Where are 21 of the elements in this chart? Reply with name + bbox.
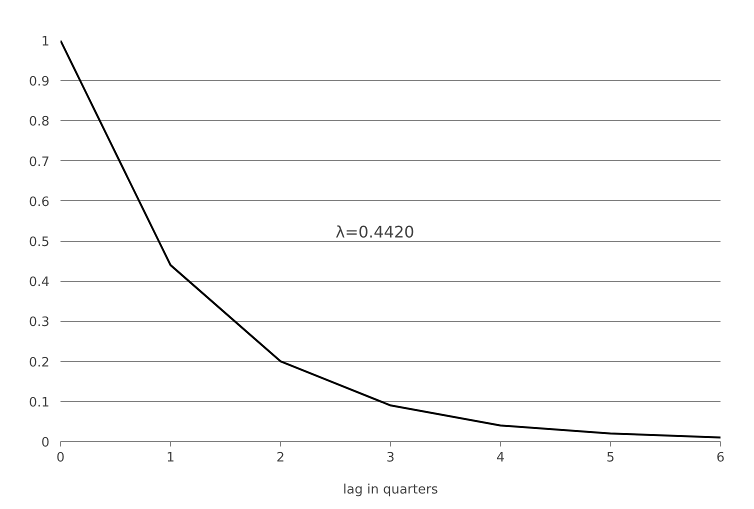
- x-tick-label: 5: [606, 450, 615, 466]
- y-tick-label: 0.7: [28, 154, 50, 170]
- x-tick-label: 3: [386, 450, 395, 466]
- x-tick-label: 0: [56, 450, 65, 466]
- x-tick-label: 4: [496, 450, 505, 466]
- y-tick-label: 0: [41, 436, 50, 450]
- y-tick-label: 0.9: [28, 74, 50, 90]
- y-tick-label: 0.8: [28, 114, 50, 130]
- y-tick-label: 0.4: [28, 275, 50, 290]
- y-tick-label: 0.2: [28, 355, 50, 370]
- y-tick-label: 0.5: [28, 235, 50, 250]
- annotation: λ=0.4420: [336, 222, 414, 242]
- x-tick-label: 2: [276, 450, 285, 466]
- x-tick-label: 6: [716, 450, 725, 466]
- y-tick-label: 0.1: [28, 395, 50, 410]
- y-tick-label: 1: [41, 34, 50, 50]
- x-axis-title: lag in quarters: [343, 482, 438, 498]
- line-series: [60, 40, 720, 438]
- x-tick-label: 1: [166, 450, 175, 466]
- y-tick-label: 0.3: [28, 315, 50, 330]
- y-tick-label: 0.6: [28, 194, 50, 210]
